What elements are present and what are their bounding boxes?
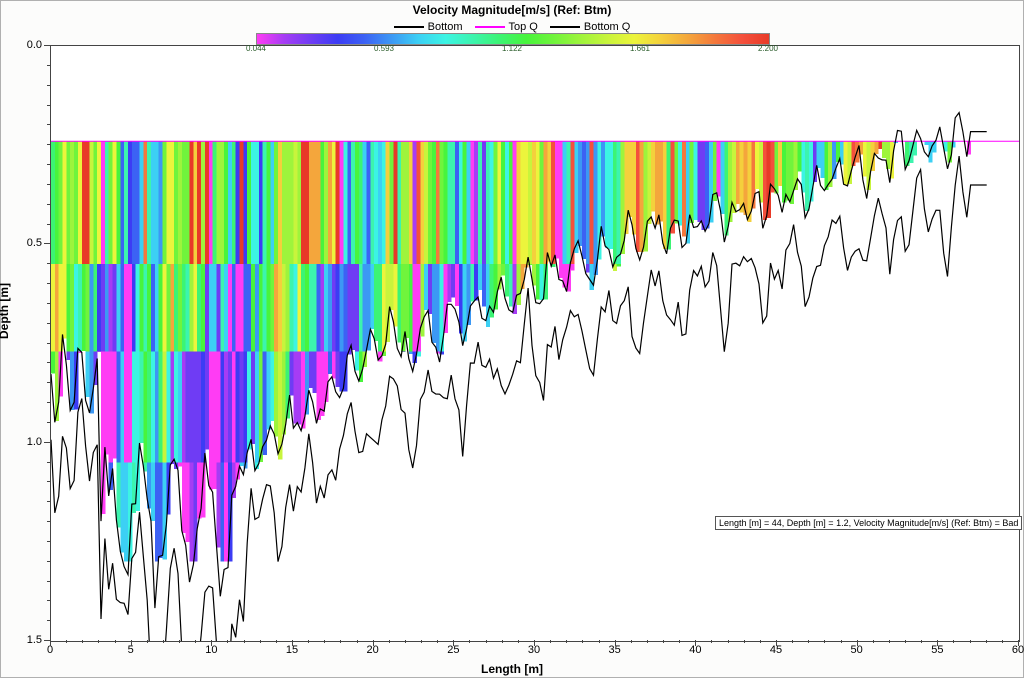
cursor-readout: Length [m] = 44, Depth [m] = 1.2, Veloci…	[715, 516, 1022, 530]
plot-area[interactable]	[50, 45, 1020, 642]
x-axis-label: Length [m]	[481, 662, 543, 676]
chart-title: Velocity Magnitude[m/s] (Ref: Btm)	[0, 3, 1024, 17]
legend-swatch	[550, 26, 580, 28]
legend-item: Top Q	[475, 21, 538, 33]
plot-svg	[51, 46, 1019, 641]
colorbar-tick-label: 2.200	[758, 44, 778, 53]
colorbar-tick-label: 1.661	[630, 44, 650, 53]
chart-viewport: Velocity Magnitude[m/s] (Ref: Btm) Botto…	[0, 0, 1024, 678]
legend-swatch	[475, 26, 505, 28]
legend-label: Bottom	[428, 21, 463, 33]
y-tick-label: 1.5	[27, 634, 42, 646]
y-tick-label: 1.0	[27, 436, 42, 448]
legend-swatch	[394, 26, 424, 28]
y-tick-label: 0.0	[27, 39, 42, 51]
y-axis-label: Depth [m]	[0, 283, 11, 339]
legend-label: Top Q	[509, 21, 538, 33]
legend: Bottom Top Q Bottom Q	[0, 19, 1024, 33]
colorbar-tick-label: 0.044	[246, 44, 266, 53]
colorbar-tick-label: 1.122	[502, 44, 522, 53]
legend-label: Bottom Q	[584, 21, 630, 33]
colorbar-tick-label: 0.593	[374, 44, 394, 53]
velocity-field	[51, 141, 971, 562]
legend-item: Bottom Q	[550, 21, 630, 33]
y-tick-label: 0.5	[27, 237, 42, 249]
legend-item: Bottom	[394, 21, 463, 33]
